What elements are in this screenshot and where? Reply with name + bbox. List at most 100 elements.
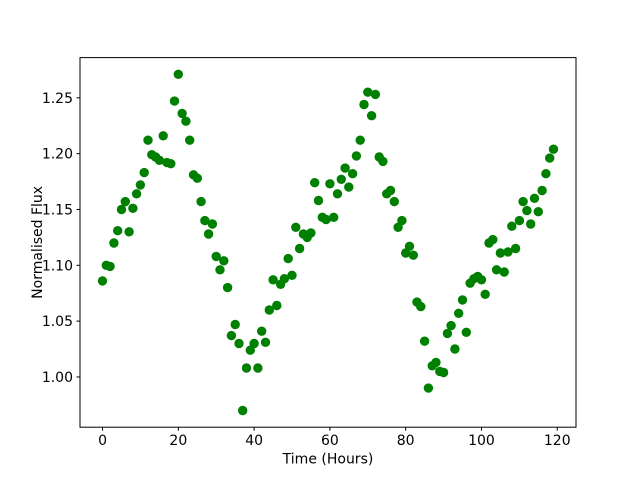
data-point: [306, 228, 316, 238]
data-point: [230, 319, 240, 330]
data-point: [294, 243, 305, 254]
data-point: [249, 338, 259, 349]
data-point: [222, 282, 233, 293]
data-point: [461, 327, 471, 337]
data-point: [336, 174, 346, 184]
data-point: [446, 320, 456, 331]
data-point: [340, 163, 350, 173]
data-point: [495, 248, 506, 258]
data-point: [476, 275, 487, 285]
data-point: [450, 344, 460, 354]
data-point: [238, 405, 248, 416]
data-point: [310, 178, 320, 188]
data-point: [169, 96, 180, 106]
y-tick-label: 1.20: [42, 147, 73, 163]
y-tick-label: 1.15: [42, 202, 73, 218]
data-point: [503, 247, 513, 257]
data-point: [128, 203, 138, 213]
data-point: [154, 155, 165, 165]
data-point: [522, 205, 532, 216]
data-point: [370, 89, 381, 100]
x-tick-label: 120: [544, 433, 571, 449]
data-point: [257, 326, 267, 336]
data-point: [113, 226, 123, 236]
data-point: [313, 195, 324, 206]
data-point: [120, 196, 130, 207]
data-point: [192, 173, 202, 183]
data-point: [234, 338, 244, 349]
data-point: [438, 367, 449, 378]
data-point: [97, 276, 108, 286]
data-point: [397, 215, 407, 226]
data-point: [181, 116, 191, 126]
data-point: [545, 153, 555, 163]
data-point: [272, 300, 282, 311]
data-point: [480, 289, 490, 299]
data-point: [207, 219, 218, 229]
data-point: [211, 251, 221, 262]
data-point: [351, 151, 362, 161]
data-point: [203, 229, 214, 239]
data-point: [287, 270, 297, 280]
data-point: [260, 337, 271, 347]
data-point: [105, 261, 115, 272]
data-point: [419, 336, 430, 346]
data-point: [488, 234, 498, 245]
data-point: [344, 182, 354, 192]
data-point: [533, 207, 543, 217]
data-point: [442, 328, 453, 339]
scatter-points: [97, 69, 559, 416]
axes-spines: [79, 57, 577, 428]
y-tick-label: 1.00: [42, 370, 73, 386]
data-point: [166, 159, 176, 169]
data-point: [283, 253, 293, 264]
data-point: [329, 212, 339, 222]
data-point: [423, 383, 434, 393]
data-point: [416, 301, 426, 312]
x-tick-label: 20: [169, 433, 187, 449]
x-tick-label: 40: [245, 433, 263, 449]
data-point: [537, 185, 547, 196]
data-point: [510, 243, 521, 254]
axis-tick-labels: 0 20 40 60 80 100 120 1.00 1.05 1.10 1.15 1.20 1.25: [42, 91, 571, 449]
data-point: [518, 196, 528, 207]
data-point: [116, 204, 127, 215]
y-tick-label: 1.05: [42, 314, 73, 330]
data-point: [408, 250, 418, 260]
data-point: [366, 111, 377, 121]
data-point: [454, 308, 464, 318]
x-axis-label: Time (Hours): [282, 452, 374, 468]
x-tick-label: 80: [397, 433, 415, 449]
data-point: [325, 179, 335, 189]
data-point: [185, 135, 195, 145]
data-point: [131, 189, 142, 199]
data-point: [355, 135, 365, 145]
data-point: [507, 221, 517, 231]
y-tick-label: 1.25: [42, 91, 73, 107]
data-point: [135, 180, 146, 190]
data-point: [514, 215, 525, 226]
data-point: [529, 193, 540, 203]
data-point: [385, 185, 396, 196]
data-point: [499, 267, 509, 277]
data-point: [241, 363, 252, 373]
data-point: [215, 265, 225, 275]
plot-area: [80, 57, 576, 428]
data-point: [124, 227, 134, 237]
data-point: [196, 196, 206, 207]
data-point: [226, 330, 237, 341]
data-point: [264, 305, 274, 315]
data-point: [321, 214, 331, 225]
data-point: [347, 169, 358, 179]
data-point: [158, 131, 168, 141]
x-tick-label: 100: [468, 433, 495, 449]
data-point: [177, 108, 187, 119]
data-point: [268, 275, 278, 285]
data-point: [457, 295, 468, 305]
data-point: [200, 215, 210, 226]
data-point: [378, 156, 388, 167]
data-point: [363, 87, 373, 97]
axis-ticks: [76, 97, 558, 431]
